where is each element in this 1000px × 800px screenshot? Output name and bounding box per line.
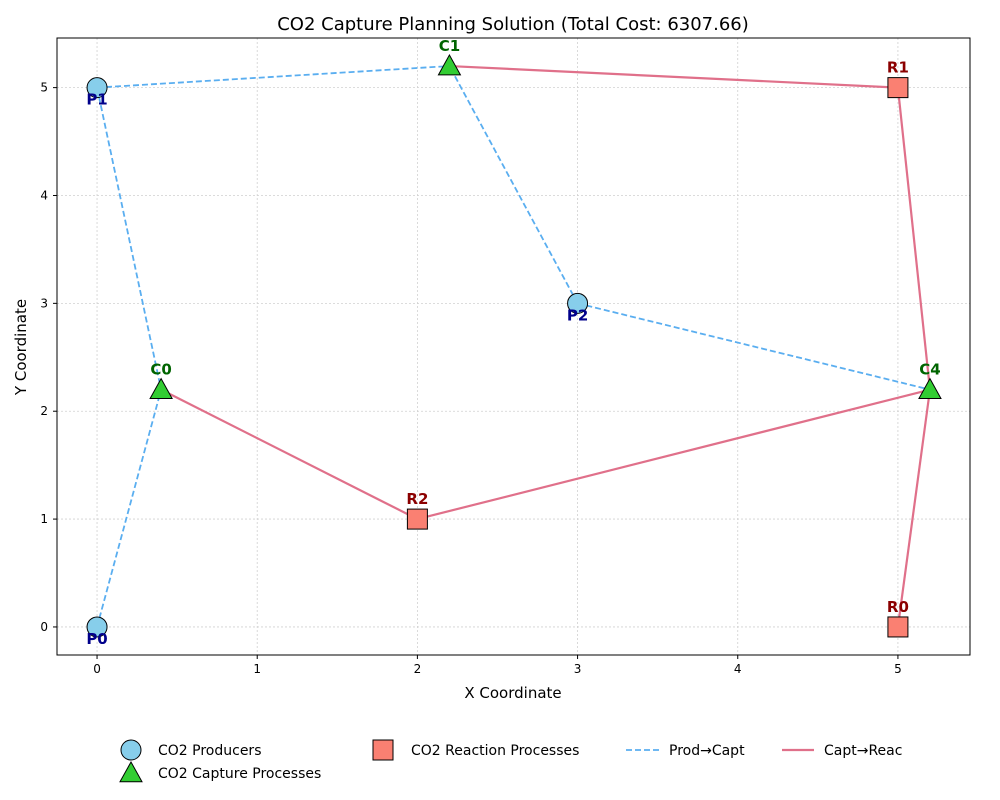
plot-frame [56, 37, 971, 656]
capt-reac-link [896, 87, 932, 390]
prod-capt-link [96, 87, 162, 390]
legend-label: CO2 Reaction Processes [411, 743, 579, 759]
prod-capt-link [577, 302, 931, 391]
producer-marker [86, 616, 108, 638]
y-tick-label: 4 [40, 188, 48, 202]
producer-label: P2 [567, 306, 588, 324]
capt-reac-link [449, 64, 898, 89]
x-axis-label: X Coordinate [464, 684, 561, 702]
y-axis-label: Y Coordinate [12, 299, 30, 396]
legend-label: Capt→Reac [824, 743, 902, 759]
x-tick-label: 1 [253, 662, 261, 676]
reaction-marker [887, 77, 909, 99]
capt-reac-link [160, 388, 418, 521]
legend-reaction-marker [372, 739, 394, 761]
reaction-marker [887, 616, 909, 638]
legend-label: Prod→Capt [669, 743, 745, 759]
capture-label: C4 [919, 361, 940, 379]
grid [57, 38, 970, 655]
legend-capture-marker [119, 760, 143, 783]
reaction-marker [406, 508, 428, 530]
x-tick-label: 0 [93, 662, 101, 676]
capt-reac-link [896, 389, 932, 628]
x-tick-label: 4 [734, 662, 742, 676]
axis-ticks: 0 1 2 3 4 5 0 1 2 3 4 5 [40, 81, 901, 676]
producer-label: P1 [86, 91, 107, 109]
capture-marker [437, 54, 462, 76]
capture-marker [149, 377, 173, 399]
y-tick-label: 3 [40, 296, 48, 310]
reaction-label: R2 [406, 490, 428, 508]
capt-reac-link [417, 388, 931, 521]
reaction-label: R1 [887, 59, 909, 77]
y-tick-label: 5 [40, 81, 48, 95]
legend-label: CO2 Capture Processes [158, 766, 321, 782]
x-tick-label: 2 [414, 662, 422, 676]
x-tick-label: 5 [894, 662, 902, 676]
nodes [86, 54, 942, 638]
legend: CO2 Producers CO2 Capture Processes CO2 Re… [119, 739, 902, 783]
links [96, 64, 932, 628]
prod-capt-link [448, 65, 579, 304]
producer-marker [567, 292, 589, 314]
producer-label: P0 [86, 630, 107, 648]
legend-label: CO2 Producers [158, 743, 261, 759]
capture-marker [918, 377, 942, 399]
capture-label: C1 [439, 37, 460, 55]
chart-title: CO2 Capture Planning Solution (Total Cos… [277, 14, 749, 35]
x-tick-label: 3 [574, 662, 582, 676]
y-tick-label: 1 [40, 512, 48, 526]
prod-capt-link [96, 389, 162, 628]
y-tick-label: 0 [40, 620, 48, 634]
y-tick-label: 2 [40, 404, 48, 418]
producer-marker [86, 77, 108, 99]
node-labels: P0 P1 P2 C0 C1 C4 R0 R1 R2 [86, 37, 940, 648]
capture-label: C0 [150, 361, 171, 379]
reaction-label: R0 [887, 598, 909, 616]
legend-producer-marker [120, 739, 142, 761]
prod-capt-link [96, 65, 450, 89]
